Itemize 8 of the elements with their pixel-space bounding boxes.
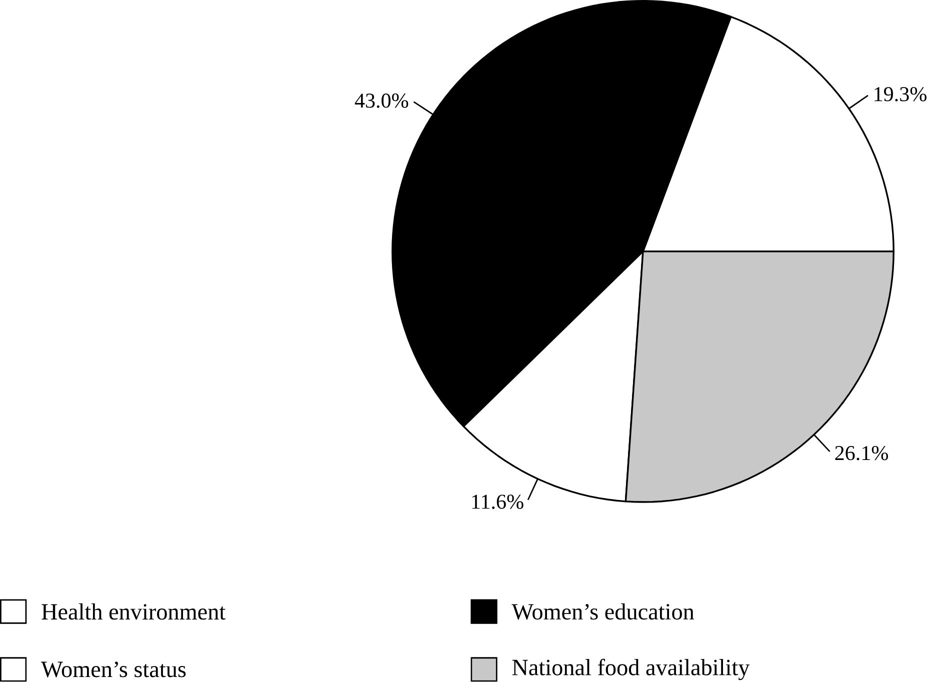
legend-label: Health environment [42,604,226,620]
data-label: 19.3% [874,87,926,102]
data-label: 11.6% [472,494,524,510]
data-label: 43.0% [354,94,408,108]
legend-label: Women’s status [41,662,186,678]
legend-label: National food availability [512,658,750,680]
data-label: 26.1% [835,446,888,460]
legend-label: Women’s education [512,603,694,620]
